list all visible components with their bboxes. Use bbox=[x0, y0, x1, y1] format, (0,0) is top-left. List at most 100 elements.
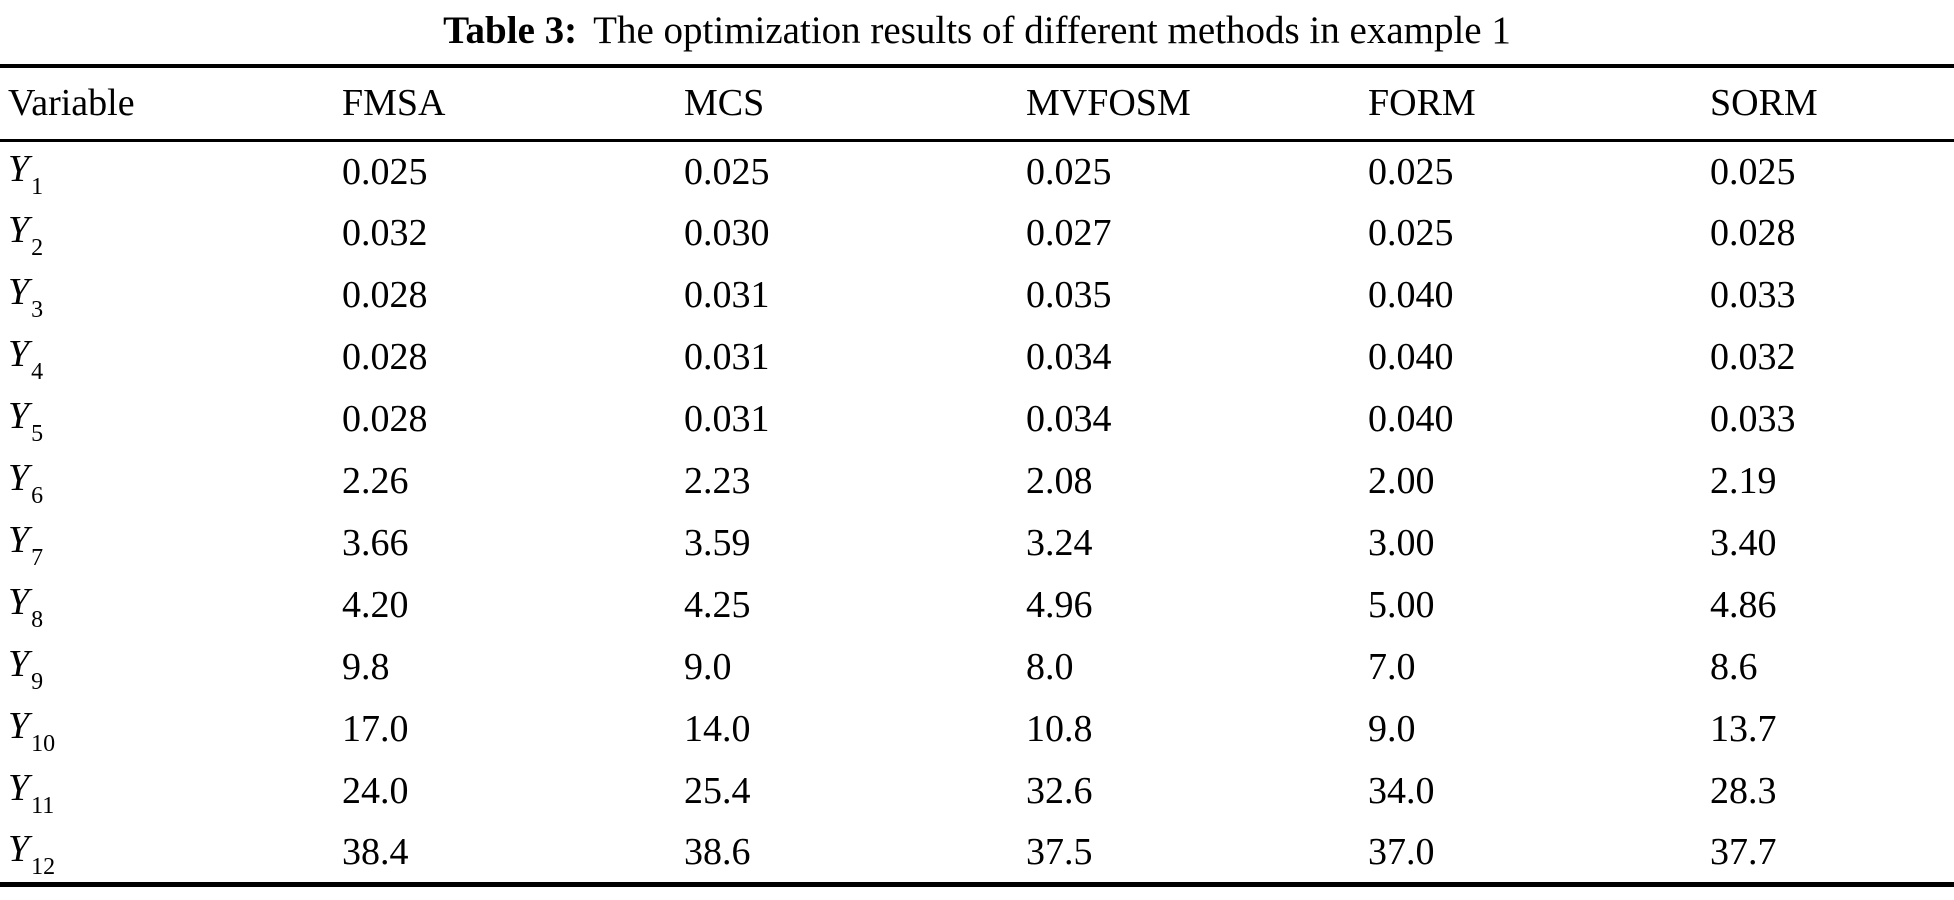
variable-subscript: 6 bbox=[31, 482, 44, 509]
column-header-form: FORM bbox=[1360, 66, 1702, 142]
value-cell-fmsa: 0.028 bbox=[342, 274, 428, 316]
value-cell-form: 34.0 bbox=[1368, 770, 1435, 812]
value-cell-fmsa: 9.8 bbox=[342, 646, 390, 688]
value-cell-form: 3.00 bbox=[1368, 522, 1435, 564]
table-row: Y9 9.8 9.0 8.0 7.0 8.6 bbox=[0, 636, 1954, 698]
value-cell-sorm: 8.6 bbox=[1710, 646, 1758, 688]
value-cell-fmsa: 24.0 bbox=[342, 770, 409, 812]
value-cell-form: 0.025 bbox=[1368, 150, 1454, 193]
variable-symbol: Y bbox=[8, 209, 30, 252]
value-cell-mcs: 9.0 bbox=[684, 646, 732, 688]
value-cell-fmsa: 0.028 bbox=[342, 336, 428, 378]
table-row: Y1 0.025 0.025 0.025 0.025 0.025 bbox=[0, 140, 1954, 202]
value-cell-mcs: 2.23 bbox=[684, 460, 751, 502]
variable-subscript: 9 bbox=[31, 668, 44, 695]
variable-symbol: Y bbox=[8, 767, 30, 810]
variable-subscript: 4 bbox=[31, 358, 44, 385]
variable-cell: Y2 bbox=[0, 202, 334, 264]
value-cell-fmsa: 4.20 bbox=[342, 584, 409, 626]
value-cell-fmsa: 0.025 bbox=[342, 150, 428, 193]
column-header-mvfosm: MVFOSM bbox=[1018, 66, 1360, 142]
value-cell-sorm: 2.19 bbox=[1710, 460, 1777, 502]
variable-cell: Y10 bbox=[0, 698, 334, 760]
value-cell-mvfosm: 0.034 bbox=[1026, 398, 1112, 440]
variable-cell: Y6 bbox=[0, 450, 334, 512]
value-cell-fmsa: 0.028 bbox=[342, 398, 428, 440]
variable-cell: Y3 bbox=[0, 264, 334, 326]
variable-symbol: Y bbox=[8, 395, 30, 438]
variable-symbol: Y bbox=[8, 147, 30, 190]
table-header: Variable FMSA MCS MVFOSM FORM SORM bbox=[0, 66, 1954, 142]
variable-subscript: 2 bbox=[31, 234, 44, 261]
header-row: Variable FMSA MCS MVFOSM FORM SORM bbox=[0, 66, 1954, 142]
value-cell-mcs: 0.031 bbox=[684, 398, 770, 440]
variable-cell: Y9 bbox=[0, 636, 334, 698]
value-cell-form: 37.0 bbox=[1368, 830, 1435, 873]
column-header-mcs: MCS bbox=[676, 66, 1018, 142]
variable-symbol: Y bbox=[8, 827, 30, 870]
value-cell-form: 2.00 bbox=[1368, 460, 1435, 502]
value-cell-mvfosm: 0.025 bbox=[1026, 150, 1112, 193]
value-cell-mcs: 25.4 bbox=[684, 770, 751, 812]
value-cell-sorm: 13.7 bbox=[1710, 708, 1777, 750]
variable-subscript: 11 bbox=[31, 792, 55, 819]
value-cell-mvfosm: 4.96 bbox=[1026, 584, 1093, 626]
value-cell-sorm: 37.7 bbox=[1710, 830, 1777, 873]
value-cell-mcs: 3.59 bbox=[684, 522, 751, 564]
value-cell-sorm: 0.025 bbox=[1710, 150, 1796, 193]
value-cell-form: 5.00 bbox=[1368, 584, 1435, 626]
table-row: Y5 0.028 0.031 0.034 0.040 0.033 bbox=[0, 388, 1954, 450]
column-header-sorm: SORM bbox=[1702, 66, 1954, 142]
table-row: Y12 38.4 38.6 37.5 37.0 37.7 bbox=[0, 822, 1954, 884]
variable-symbol: Y bbox=[8, 271, 30, 314]
variable-cell: Y4 bbox=[0, 326, 334, 388]
variable-symbol: Y bbox=[8, 457, 30, 500]
value-cell-form: 0.040 bbox=[1368, 274, 1454, 316]
table-row: Y2 0.032 0.030 0.027 0.025 0.028 bbox=[0, 202, 1954, 264]
variable-subscript: 12 bbox=[31, 853, 56, 880]
value-cell-sorm: 0.032 bbox=[1710, 336, 1796, 378]
variable-cell: Y12 bbox=[0, 822, 334, 884]
value-cell-fmsa: 17.0 bbox=[342, 708, 409, 750]
value-cell-fmsa: 0.032 bbox=[342, 212, 428, 254]
value-cell-mcs: 0.031 bbox=[684, 274, 770, 316]
value-cell-mvfosm: 8.0 bbox=[1026, 646, 1074, 688]
table-row: Y11 24.0 25.4 32.6 34.0 28.3 bbox=[0, 760, 1954, 822]
value-cell-mvfosm: 0.035 bbox=[1026, 274, 1112, 316]
variable-subscript: 10 bbox=[31, 730, 56, 757]
table-row: Y7 3.66 3.59 3.24 3.00 3.40 bbox=[0, 512, 1954, 574]
table-caption-text: The optimization results of different me… bbox=[593, 9, 1511, 52]
column-header-variable: Variable bbox=[0, 66, 334, 142]
table-caption-label: Table 3: bbox=[443, 9, 578, 52]
variable-cell: Y8 bbox=[0, 574, 334, 636]
value-cell-mcs: 0.025 bbox=[684, 150, 770, 193]
results-table: Variable FMSA MCS MVFOSM FORM SORM Y1 0.… bbox=[0, 64, 1954, 887]
table-row: Y4 0.028 0.031 0.034 0.040 0.032 bbox=[0, 326, 1954, 388]
value-cell-mcs: 14.0 bbox=[684, 708, 751, 750]
variable-symbol: Y bbox=[8, 333, 30, 376]
value-cell-form: 7.0 bbox=[1368, 646, 1416, 688]
value-cell-mvfosm: 3.24 bbox=[1026, 522, 1093, 564]
value-cell-mvfosm: 10.8 bbox=[1026, 708, 1093, 750]
variable-subscript: 3 bbox=[31, 296, 44, 323]
table-row: Y8 4.20 4.25 4.96 5.00 4.86 bbox=[0, 574, 1954, 636]
value-cell-mvfosm: 32.6 bbox=[1026, 770, 1093, 812]
value-cell-form: 0.040 bbox=[1368, 398, 1454, 440]
variable-symbol: Y bbox=[8, 643, 30, 686]
value-cell-fmsa: 38.4 bbox=[342, 830, 409, 873]
variable-cell: Y11 bbox=[0, 760, 334, 822]
column-header-fmsa: FMSA bbox=[334, 66, 676, 142]
value-cell-sorm: 28.3 bbox=[1710, 770, 1777, 812]
value-cell-mvfosm: 2.08 bbox=[1026, 460, 1093, 502]
variable-subscript: 5 bbox=[31, 420, 44, 447]
variable-subscript: 7 bbox=[31, 544, 44, 571]
variable-symbol: Y bbox=[8, 705, 30, 748]
value-cell-mcs: 4.25 bbox=[684, 584, 751, 626]
variable-symbol: Y bbox=[8, 581, 30, 624]
value-cell-sorm: 4.86 bbox=[1710, 584, 1777, 626]
value-cell-form: 0.025 bbox=[1368, 212, 1454, 254]
value-cell-sorm: 0.033 bbox=[1710, 398, 1796, 440]
variable-subscript: 1 bbox=[31, 173, 44, 200]
value-cell-mcs: 38.6 bbox=[684, 830, 751, 873]
table-row: Y6 2.26 2.23 2.08 2.00 2.19 bbox=[0, 450, 1954, 512]
